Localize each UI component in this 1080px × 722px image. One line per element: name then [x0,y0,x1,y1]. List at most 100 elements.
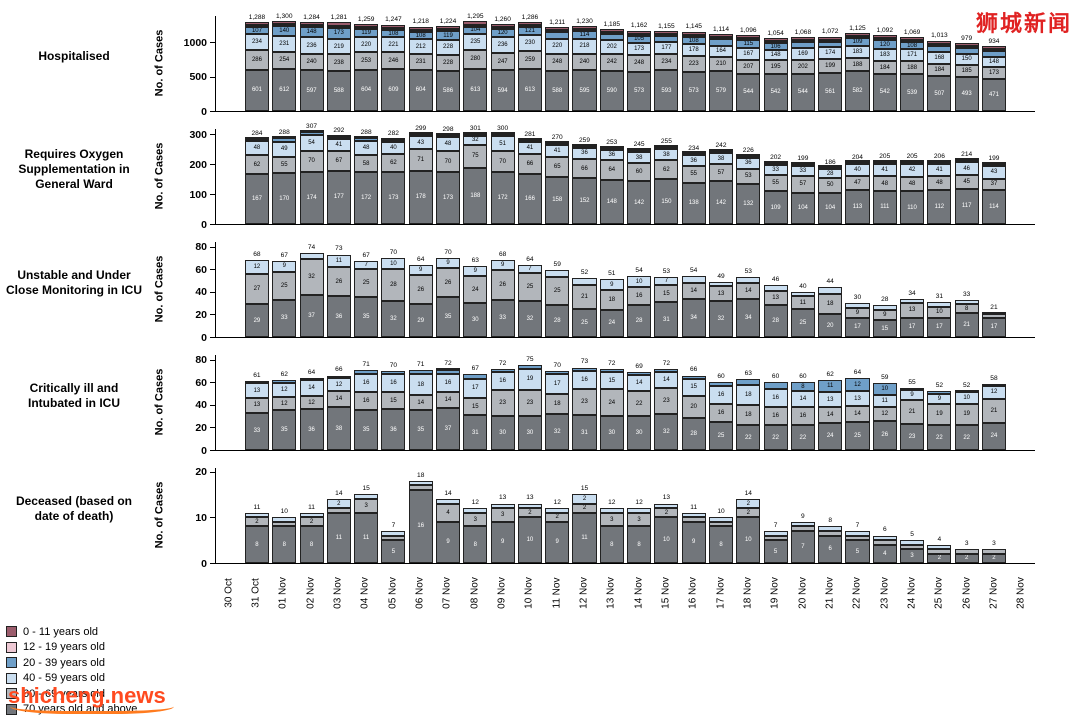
bar-segment: 604 [408,69,433,111]
bar-segment: 601 [244,69,269,111]
bar-segment [654,36,679,43]
bar-segment [490,26,515,29]
bar-slot: 15 9 28 [871,242,898,337]
stacked-bar-02-nov: 597 240 236 148 [299,22,324,111]
stacked-bar-25-nov: 17 10 [927,302,952,337]
bar-segment [736,38,761,41]
bar-segment [872,305,897,310]
stacked-bar-03-nov: 38 14 12 [326,375,351,450]
y-axis: 0 100 200 300 [172,129,215,230]
bar-slot: 539 188 171 108 1,069 [898,16,925,111]
stacked-bar-24-nov: 17 13 [900,298,925,337]
bar-segment: 3 [463,512,488,527]
bar-total-label: 70 [389,361,398,369]
bar-segment [299,130,324,133]
y-tick-label: 0 [201,444,207,457]
chart-panel-5: Deceased (based on date of death) No. of … [0,452,1080,569]
bar-segment [900,387,925,391]
bar-slot: 33 13 13 61 [243,355,270,450]
y-axis: 0 20 40 60 80 [172,355,215,456]
bar-segment: 184 [872,61,897,74]
bar-segment: 173 [381,172,406,224]
bar-segment [545,27,570,31]
y-tick-mark [210,164,215,165]
bar-segment [408,29,433,32]
panel-title: Requires Oxygen Supplementation in Gener… [18,147,130,191]
bar-segment: 12 [299,395,324,410]
stacked-bar-22-nov: 17 9 [845,303,870,337]
stacked-bar-07-nov: 173 70 48 [436,132,461,224]
bar-slot: 595 240 218 114 1,230 [571,16,598,111]
stacked-bar-13-nov: 30 24 15 [599,368,624,450]
bar-segment: 33 [244,412,269,450]
bar-segment: 11 [354,512,379,563]
bar-slot: 177 67 41 292 [325,128,352,224]
bar-slot: 35 16 16 71 [352,355,379,450]
x-axis: 30 Oct 31 Oct 01 Nov 02 Nov 03 Nov 04 Nov 05 N… [215,566,1035,620]
bar-total-label: 1,162 [630,22,648,30]
y-axis-title: No. of Cases [153,142,166,210]
stacked-bar-12-nov: 25 21 [572,278,597,337]
bar-total-label: 1,300 [275,12,293,20]
bar-slot: 8 3 12 [598,468,625,563]
y-tick-mark [210,246,215,248]
bar-slot: 8 2 11 [298,468,325,563]
bar-slot: 32 25 7 64 [516,242,543,337]
bar-segment: 48 [244,140,269,156]
bar-segment [954,48,979,55]
bar-slot: 117 45 46 214 [953,129,980,224]
bar-total-label: 54 [635,266,643,274]
bar-segment [381,370,406,375]
x-slot: 22 Nov [844,566,871,620]
bar-segment: 41 [545,144,570,158]
bar-segment [654,503,679,509]
x-axis-date-label: 23 Nov [879,577,891,609]
bar-total-label: 33 [962,290,971,298]
bar-total-label: 1,054 [767,29,784,37]
y-tick-label: 40 [195,399,207,412]
bar-segment: 111 [872,190,897,224]
bar-slot: 544 202 169 1,068 [789,16,816,111]
stacked-bar-22-nov: 113 47 40 [845,160,870,224]
bar-segment: 573 [681,71,706,111]
bar-segment: 120 [872,40,897,49]
bar-segment [900,40,925,43]
bar-segment: 28 [763,305,788,337]
bar-segment: 105 [627,35,652,43]
bar-segment: 9 [900,390,925,401]
bar-segment: 12 [244,260,269,274]
bar-segment: 12 [326,377,351,392]
bar-segment: 28 [818,169,843,178]
bar-segment: 70 [490,151,515,173]
bar-slot: 28 16 10 54 [625,242,652,337]
bar-segment [572,367,597,371]
bar-segment [654,145,679,148]
bar-segment [463,508,488,513]
x-axis-date-label: 15 Nov [660,577,672,609]
bar-slot: 112 48 41 206 [926,129,953,224]
bar-slot: 32 13 49 [707,242,734,337]
bar-segment [708,150,734,153]
stacked-bar-24-nov: 3 [900,540,925,563]
bar-slot: 8 3 12 [462,468,489,563]
bar-segment [845,160,870,163]
bar-segment: 75 [463,145,488,168]
bar-segment: 177 [326,170,351,224]
bar-segment: 3 [490,508,515,522]
chart-panel-1: Hospitalised No. of Cases 0 500 1000 601 286 23… [0,0,1080,117]
bar-segment: 32 [545,413,570,450]
bar-segment: 16 [354,374,379,393]
bar-segment: 37 [981,178,1006,190]
stacked-bar-15-nov: 31 15 7 [654,277,679,337]
bar-segment [927,40,952,44]
bar-segment: 11 [818,380,843,393]
bar-total-label: 1,092 [876,27,894,35]
bar-segment: 21 [954,313,979,337]
bar-segment [326,25,351,28]
bar-segment [927,159,952,162]
bar-segment [354,369,379,375]
bar-total-label: 34 [908,289,916,297]
bar-slot: 30 22 14 69 [625,355,652,450]
bar-segment [872,35,897,39]
bar-segment: 7 [654,277,679,286]
